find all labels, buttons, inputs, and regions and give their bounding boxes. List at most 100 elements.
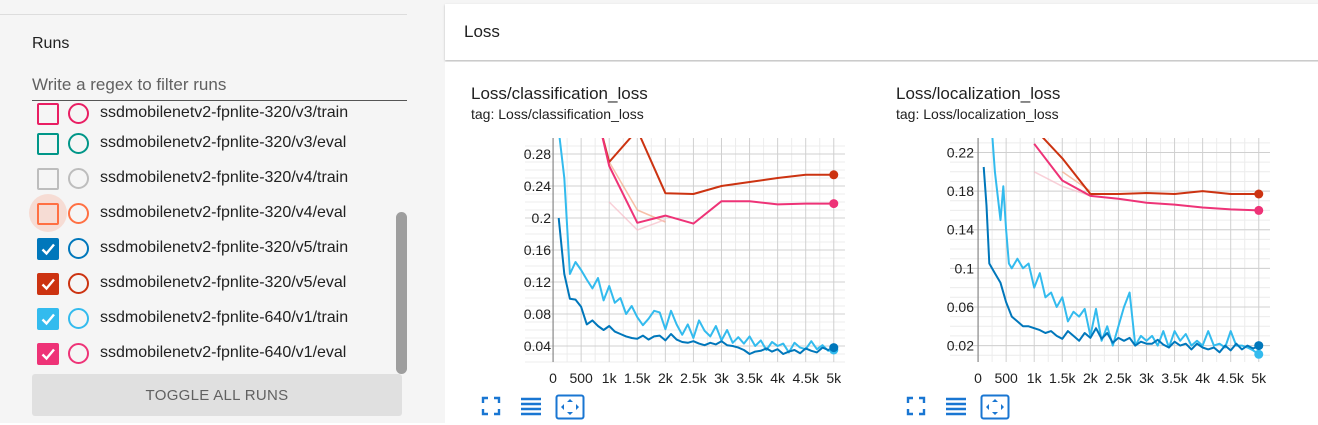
fit-domain-icon[interactable] (555, 394, 585, 420)
fullscreen-icon[interactable] (479, 394, 503, 418)
y-tick-label: 0.1 (955, 260, 975, 276)
fullscreen-icon[interactable] (904, 394, 928, 418)
series-group (557, 138, 835, 355)
checkmark-icon (41, 313, 55, 326)
chart-area: Loss/classification_loss tag: Loss/class… (445, 62, 1318, 423)
series-endpoint (1254, 205, 1264, 215)
x-tick-label: 0 (974, 370, 982, 386)
chart-tag: tag: Loss/classification_loss (471, 106, 644, 122)
chart-title: Loss/localization_loss (896, 84, 1061, 103)
series-line (1041, 138, 1259, 195)
classification-loss-card: Loss/classification_loss tag: Loss/class… (471, 62, 891, 423)
run-color-picker[interactable] (68, 203, 89, 224)
run-checkbox[interactable] (37, 203, 59, 225)
line-chart[interactable]: 0.04 0.08 0.12 0.16 0.2 0.24 0.28 0 500 1k 1.5k 2k 2… (471, 62, 891, 392)
series-line (601, 138, 834, 225)
chart-title: Loss/classification_loss (471, 84, 648, 103)
x-tick-label: 3k (714, 370, 730, 386)
fit-domain-icon[interactable] (980, 394, 1010, 420)
series-line (1033, 143, 1259, 212)
series-line (982, 166, 1260, 354)
smoothing-ghost-line (602, 138, 666, 223)
run-color-picker[interactable] (68, 238, 89, 259)
x-tick-label: 2.5k (1105, 370, 1132, 386)
section-title: Loss (464, 22, 500, 41)
run-color-picker[interactable] (68, 103, 89, 124)
x-tick-label: 2k (658, 370, 674, 386)
run-checkbox[interactable] (37, 343, 59, 365)
run-checkbox[interactable] (37, 168, 59, 190)
x-tick-label: 4.5k (1217, 370, 1244, 386)
series-endpoint (829, 343, 839, 353)
run-label: ssdmobilenetv2-fpnlite-640/v1/train (100, 309, 349, 326)
run-label: ssdmobilenetv2-fpnlite-320/v4/eval (100, 204, 347, 221)
run-item[interactable]: ssdmobilenetv2-fpnlite-320/v3/eval (0, 126, 400, 161)
series-endpoint (1254, 349, 1264, 359)
y-tick-label: 0.06 (947, 299, 974, 315)
y-tick-label: 0.2 (532, 210, 552, 226)
toggle-all-runs-button[interactable]: TOGGLE ALL RUNS (32, 374, 402, 416)
localization-loss-card: Loss/localization_loss tag: Loss/localiz… (896, 62, 1316, 423)
run-checkbox[interactable] (37, 273, 59, 295)
x-tick-label: 4k (770, 370, 786, 386)
x-tick-label: 1k (602, 370, 618, 386)
run-checkbox[interactable] (37, 133, 59, 155)
run-color-picker[interactable] (68, 133, 89, 154)
run-item[interactable]: ssdmobilenetv2-fpnlite-320/v4/train (0, 161, 400, 196)
run-checkbox[interactable] (37, 308, 59, 330)
run-item[interactable]: ssdmobilenetv2-fpnlite-320/v5/train (0, 231, 400, 266)
x-tick-label: 1.5k (624, 370, 651, 386)
series-endpoint (1254, 189, 1264, 199)
data-table-icon[interactable] (519, 394, 543, 418)
checkbox-hover-halo (29, 194, 67, 232)
run-item[interactable]: ssdmobilenetv2-fpnlite-320/v3/train (0, 102, 400, 131)
smoothing-ghost-line (608, 201, 666, 231)
x-tick-label: 3.5k (736, 370, 763, 386)
run-list: ssdmobilenetv2-fpnlite-320/v3/train ssdmo… (0, 102, 400, 372)
series-group (982, 138, 1260, 356)
run-item[interactable]: ssdmobilenetv2-fpnlite-640/v1/train (0, 301, 400, 336)
data-table-icon[interactable] (944, 394, 968, 418)
run-filter-input[interactable] (32, 70, 407, 101)
run-color-picker[interactable] (68, 343, 89, 364)
y-tick-label: 0.22 (947, 144, 974, 160)
smoothing-ghost-line (1033, 171, 1091, 197)
chart-tag: tag: Loss/localization_loss (896, 106, 1059, 122)
y-tick-label: 0.08 (524, 306, 551, 322)
y-tick-label: 0.28 (524, 146, 551, 162)
runs-title: Runs (32, 35, 70, 52)
run-label: ssdmobilenetv2-fpnlite-320/v3/train (100, 104, 349, 121)
series-endpoint (1254, 341, 1264, 351)
x-tick-label: 500 (994, 370, 1018, 386)
run-item[interactable]: ssdmobilenetv2-fpnlite-320/v4/eval (0, 194, 400, 232)
run-checkbox[interactable] (37, 238, 59, 260)
run-color-picker[interactable] (68, 273, 89, 294)
run-label: ssdmobilenetv2-fpnlite-320/v4/train (100, 169, 349, 186)
x-tick-label: 0 (549, 370, 557, 386)
runs-sidebar: Runs ssdmobilenetv2-fpnlite-320/v3/train… (0, 0, 433, 423)
x-tick-label: 5k (1251, 370, 1267, 386)
run-label: ssdmobilenetv2-fpnlite-320/v3/eval (100, 134, 347, 151)
line-chart[interactable]: 0.02 0.06 0.1 0.14 0.18 0.22 0 500 1k 1.5k 2k 2.5k 3… (896, 62, 1316, 392)
y-tick-label: 0.12 (524, 274, 551, 290)
y-tick-label: 0.02 (947, 338, 974, 354)
y-tick-label: 0.04 (524, 338, 551, 354)
run-label: ssdmobilenetv2-fpnlite-640/v1/eval (100, 344, 347, 361)
run-item[interactable]: ssdmobilenetv2-fpnlite-320/v5/eval (0, 266, 400, 301)
run-label: ssdmobilenetv2-fpnlite-320/v5/train (100, 239, 349, 256)
sidebar-divider (0, 14, 407, 15)
run-list-scrollbar[interactable] (396, 212, 407, 374)
series-line (557, 217, 835, 355)
run-color-picker[interactable] (68, 168, 89, 189)
run-checkbox[interactable] (37, 103, 59, 125)
checkmark-icon (41, 278, 55, 291)
x-tick-label: 4k (1195, 370, 1211, 386)
x-tick-label: 5k (826, 370, 842, 386)
run-item[interactable]: ssdmobilenetv2-fpnlite-640/v1/eval (0, 336, 400, 371)
checkmark-icon (41, 243, 55, 256)
x-tick-label: 1.5k (1049, 370, 1076, 386)
loss-section-header[interactable]: Loss (445, 4, 1318, 60)
run-color-picker[interactable] (68, 308, 89, 329)
y-tick-label: 0.18 (947, 183, 974, 199)
y-tick-label: 0.14 (947, 222, 974, 238)
